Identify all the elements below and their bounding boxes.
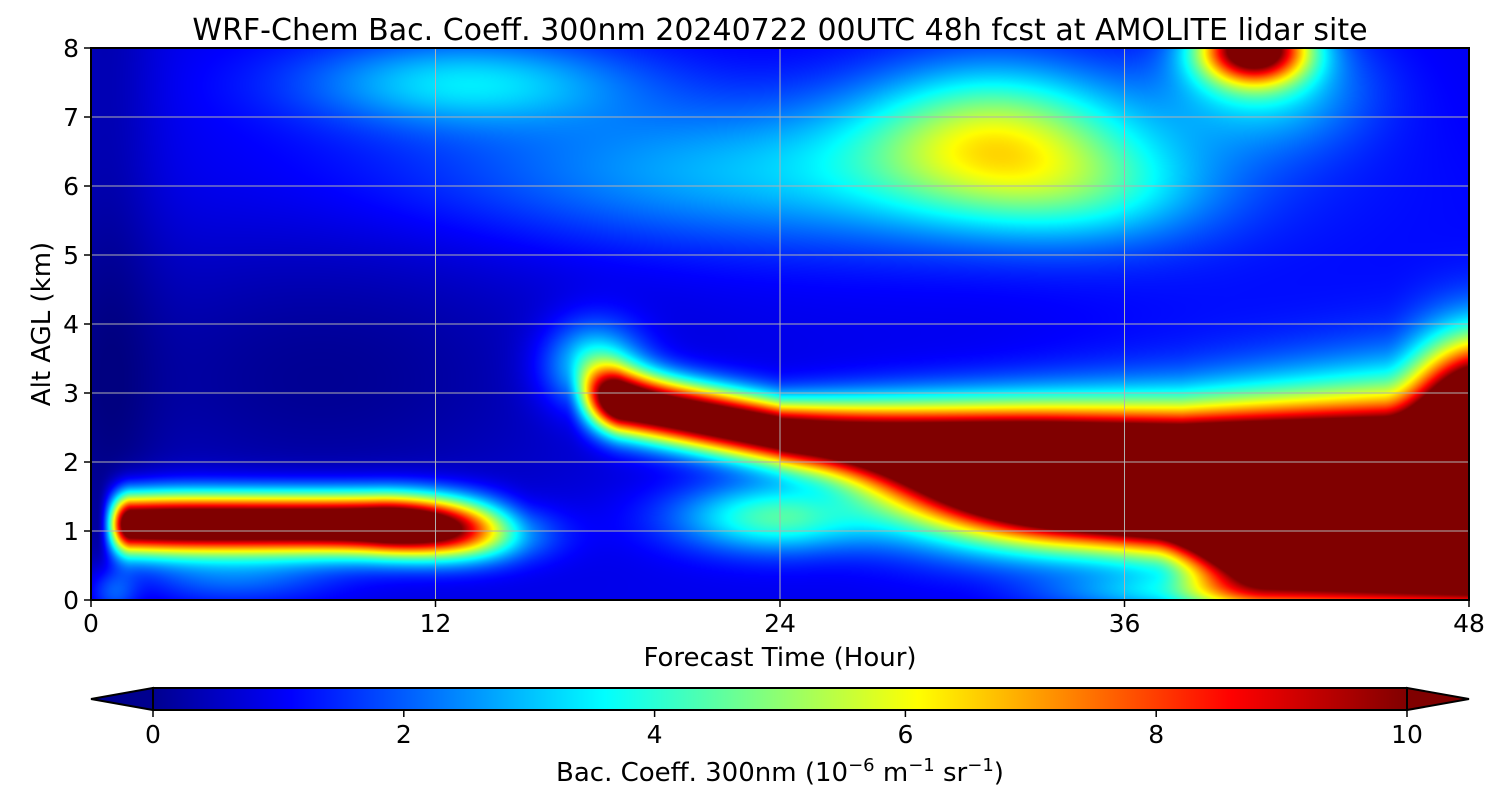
colorbar-tick-label: 4 bbox=[647, 720, 663, 749]
x-tick-label: 48 bbox=[1453, 609, 1485, 638]
plot-area bbox=[90, 47, 1470, 601]
colorbar-extend-low bbox=[90, 686, 154, 712]
x-tick-label: 12 bbox=[420, 609, 452, 638]
colorbar-tick-label: 10 bbox=[1391, 720, 1423, 749]
x-axis: 0 12 24 36 48 bbox=[83, 600, 1485, 638]
y-tick-label: 2 bbox=[63, 448, 79, 477]
colorbar-tick-label: 0 bbox=[145, 720, 161, 749]
x-axis-label: Forecast Time (Hour) bbox=[643, 643, 916, 673]
x-tick-label: 24 bbox=[764, 609, 796, 638]
colorbar-tick-label: 2 bbox=[396, 720, 412, 749]
chart-title: WRF-Chem Bac. Coeff. 300nm 20240722 00UT… bbox=[192, 13, 1367, 48]
colorbar: 0 2 4 6 8 10 Bac. Coeff. 300nm (10−6 m−1 sr−1… bbox=[90, 686, 1470, 788]
colorbar-label: Bac. Coeff. 300nm (10−6 m−1 sr−1) bbox=[556, 755, 1004, 788]
colorbar-extend-high bbox=[1406, 686, 1470, 712]
y-tick-label: 0 bbox=[63, 586, 79, 615]
colorbar-ticks: 0 2 4 6 8 10 bbox=[145, 710, 1423, 749]
y-tick-label: 5 bbox=[63, 241, 79, 270]
colorbar-tick-label: 8 bbox=[1148, 720, 1164, 749]
y-axis-label: Alt AGL (km) bbox=[27, 242, 57, 406]
y-tick-label: 7 bbox=[63, 103, 79, 132]
x-tick-label: 0 bbox=[83, 609, 99, 638]
y-tick-label: 8 bbox=[63, 34, 79, 63]
y-tick-label: 6 bbox=[63, 172, 79, 201]
x-tick-label: 36 bbox=[1109, 609, 1141, 638]
y-tick-label: 3 bbox=[63, 379, 79, 408]
y-tick-label: 1 bbox=[63, 517, 79, 546]
y-tick-label: 4 bbox=[63, 310, 79, 339]
colorbar-body bbox=[152, 687, 1408, 711]
y-axis: 0 1 2 3 4 5 6 7 8 bbox=[63, 34, 91, 615]
colorbar-tick-label: 6 bbox=[897, 720, 913, 749]
